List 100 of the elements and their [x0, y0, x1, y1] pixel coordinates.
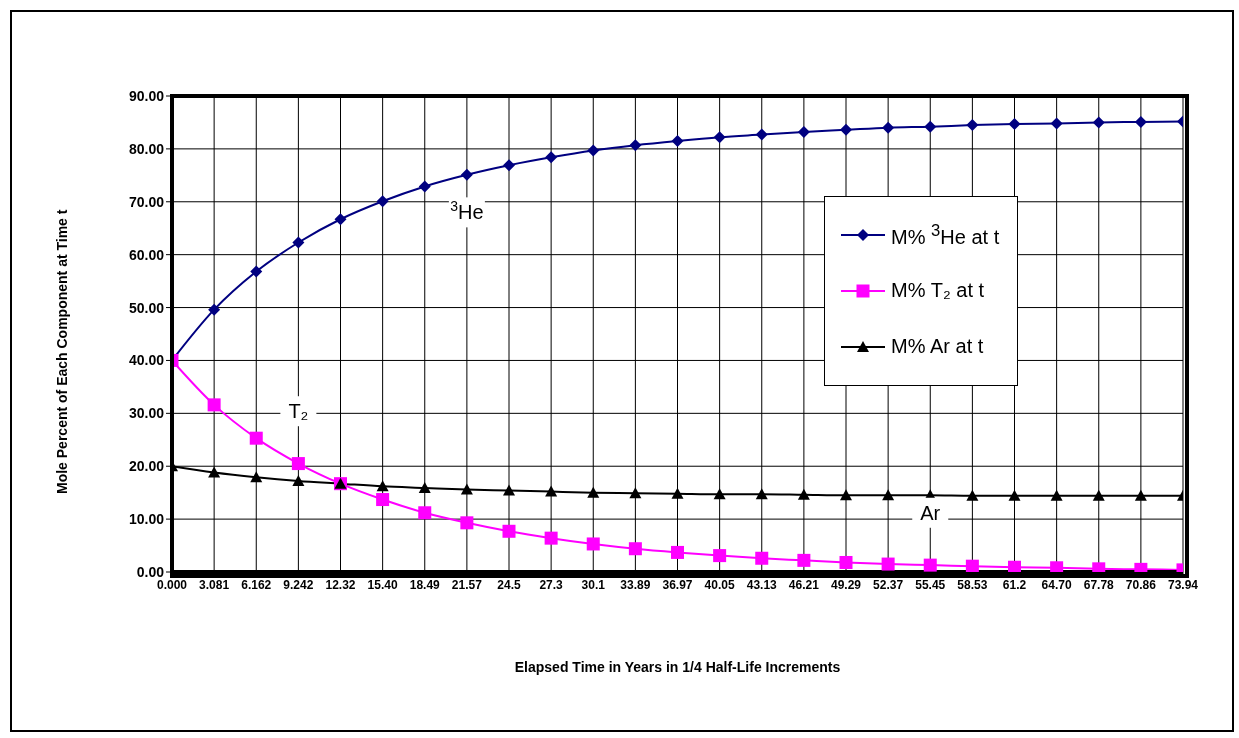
point — [460, 168, 473, 181]
point — [671, 545, 684, 559]
x-tick-label: 46.21 — [788, 577, 820, 592]
point — [291, 457, 305, 471]
x-tick-label: 27.3 — [539, 577, 564, 592]
point — [923, 558, 937, 572]
point — [460, 516, 474, 530]
point — [965, 559, 979, 572]
y-tick-label: 30.00 — [128, 405, 165, 422]
y-tick-label: 20.00 — [128, 458, 165, 475]
y-axis-title: Mole Percent of Each Component at Time t — [53, 209, 70, 494]
point — [924, 120, 937, 133]
point — [1092, 116, 1105, 129]
point — [628, 542, 642, 556]
point — [503, 159, 515, 172]
x-tick-label: 6.162 — [241, 577, 272, 592]
x-tick-label: 40.05 — [704, 577, 735, 592]
point — [1050, 489, 1063, 501]
point — [840, 489, 852, 501]
x-tick-label: 30.1 — [581, 577, 606, 592]
annotation: Ar — [920, 501, 941, 524]
x-tick-label: 58.53 — [957, 577, 988, 592]
point — [545, 151, 558, 164]
annotation: $^{3}$He — [450, 198, 484, 224]
point — [418, 180, 431, 193]
x-tick-label: 67.78 — [1083, 577, 1115, 592]
point — [586, 537, 600, 551]
point — [671, 487, 684, 499]
point — [207, 398, 221, 412]
point — [1050, 561, 1064, 572]
x-tick-label: 61.2 — [1002, 577, 1027, 592]
y-tick-label: 60.00 — [128, 246, 165, 263]
point — [882, 121, 895, 134]
point — [713, 488, 726, 500]
point — [839, 555, 853, 569]
point — [376, 480, 389, 492]
y-tick-label: 90.00 — [128, 87, 165, 104]
point — [671, 134, 684, 147]
y-tick-label: 70.00 — [128, 193, 165, 210]
point — [208, 303, 221, 316]
x-tick-label: 43.13 — [746, 577, 778, 592]
point — [1134, 489, 1147, 501]
point — [755, 551, 769, 565]
legend-label: M% T₂ at t — [891, 279, 985, 303]
x-tick-label: 49.29 — [830, 577, 862, 592]
x-tick-label: 24.5 — [497, 577, 521, 592]
point — [882, 489, 895, 501]
point — [629, 139, 642, 152]
x-tick-label: 9.242 — [283, 577, 314, 592]
point — [629, 487, 642, 499]
point — [292, 236, 305, 249]
point — [1008, 560, 1021, 572]
legend-label: M% Ar at t — [891, 335, 984, 359]
y-tick-label: 0.00 — [136, 563, 165, 580]
point — [797, 553, 811, 567]
point — [208, 466, 221, 478]
point — [250, 471, 263, 483]
point — [966, 119, 979, 132]
point — [797, 125, 810, 138]
y-tick-label: 80.00 — [128, 140, 165, 157]
point — [376, 195, 389, 208]
annotation: T₂ — [288, 400, 309, 423]
x-tick-label: 12.32 — [325, 577, 356, 592]
point — [713, 131, 726, 144]
x-tick-label: 15.40 — [367, 577, 398, 592]
point — [1008, 489, 1021, 501]
point — [840, 123, 852, 136]
x-tick-label: 0.000 — [156, 577, 188, 592]
point — [1092, 489, 1105, 501]
x-tick-label: 18.49 — [409, 577, 441, 592]
y-tick-label: 10.00 — [128, 511, 165, 528]
point — [713, 549, 727, 563]
point — [881, 557, 895, 571]
point — [755, 488, 768, 500]
point — [250, 265, 263, 278]
legend-label: M% $^{3}$He at t — [891, 221, 1000, 249]
point — [587, 486, 600, 498]
y-tick-label: 40.00 — [128, 352, 165, 369]
y-tick-label: 50.00 — [128, 299, 165, 316]
point — [545, 485, 558, 497]
x-tick-label: 36.97 — [662, 577, 693, 592]
x-tick-label: 33.89 — [620, 577, 651, 592]
point — [503, 484, 515, 496]
x-tick-label: 55.45 — [915, 577, 946, 592]
x-axis-title: Elapsed Time in Years in 1/4 Half-Life Increments — [514, 659, 841, 675]
point — [1050, 117, 1063, 130]
x-tick-label: 73.94 — [1167, 577, 1199, 592]
x-tick-label: 21.57 — [451, 577, 483, 592]
x-tick-label: 3.081 — [199, 577, 230, 592]
point — [1008, 118, 1021, 131]
point — [334, 213, 347, 226]
point — [292, 475, 305, 487]
point — [376, 493, 390, 507]
point — [587, 144, 600, 157]
x-tick-label: 70.86 — [1125, 577, 1157, 592]
point — [249, 431, 263, 445]
point — [502, 524, 516, 538]
point — [797, 488, 810, 500]
x-tick-label: 52.37 — [873, 577, 904, 592]
point — [755, 128, 768, 141]
